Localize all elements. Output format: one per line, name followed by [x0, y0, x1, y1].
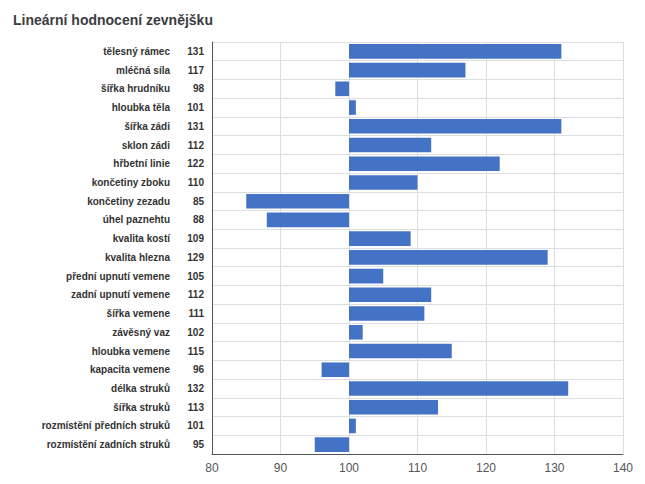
svg-text:129: 129 — [187, 252, 204, 263]
svg-text:88: 88 — [193, 214, 205, 225]
svg-text:120: 120 — [476, 461, 496, 475]
svg-text:délka struků: délka struků — [111, 383, 170, 394]
svg-text:hloubka vemene: hloubka vemene — [92, 346, 171, 357]
svg-text:rozmístění zadních struků: rozmístění zadních struků — [47, 439, 170, 450]
svg-text:šířka hrudníku: šířka hrudníku — [101, 83, 170, 94]
svg-text:hřbetní linie: hřbetní linie — [113, 158, 170, 169]
svg-text:117: 117 — [188, 65, 205, 76]
svg-text:132: 132 — [187, 383, 204, 394]
svg-text:140: 140 — [613, 461, 633, 475]
svg-text:kapacita vemene: kapacita vemene — [90, 364, 170, 375]
svg-text:95: 95 — [193, 439, 205, 450]
svg-text:šířka zádi: šířka zádi — [124, 121, 170, 132]
svg-text:mléčná síla: mléčná síla — [116, 65, 170, 76]
svg-text:111: 111 — [188, 308, 204, 319]
svg-text:112: 112 — [188, 289, 205, 300]
svg-text:přední upnutí vemene: přední upnutí vemene — [66, 271, 170, 282]
svg-text:112: 112 — [188, 140, 205, 151]
svg-text:80: 80 — [205, 461, 219, 475]
svg-text:131: 131 — [187, 121, 204, 132]
svg-text:rozmístění předních struků: rozmístění předních struků — [42, 420, 170, 431]
svg-text:zadní upnutí vemene: zadní upnutí vemene — [71, 289, 170, 300]
svg-text:závěsný vaz: závěsný vaz — [112, 327, 170, 338]
svg-text:končetiny zboku: končetiny zboku — [92, 177, 170, 188]
svg-text:100: 100 — [339, 461, 359, 475]
svg-text:109: 109 — [187, 233, 204, 244]
svg-text:úhel paznehtu: úhel paznehtu — [103, 214, 170, 225]
svg-text:šířka struků: šířka struků — [113, 402, 170, 413]
svg-text:113: 113 — [188, 402, 205, 413]
svg-text:105: 105 — [187, 271, 204, 282]
svg-text:končetiny zezadu: končetiny zezadu — [87, 196, 170, 207]
svg-text:131: 131 — [187, 46, 204, 57]
svg-text:96: 96 — [193, 364, 205, 375]
svg-text:102: 102 — [187, 327, 204, 338]
svg-text:101: 101 — [187, 420, 204, 431]
svg-text:122: 122 — [187, 158, 204, 169]
svg-text:kvalita kostí: kvalita kostí — [113, 233, 171, 244]
svg-text:110: 110 — [188, 177, 205, 188]
svg-text:tělesný rámec: tělesný rámec — [103, 46, 170, 57]
svg-text:Lineární hodnocení zevnějšku: Lineární hodnocení zevnějšku — [13, 12, 213, 28]
svg-text:90: 90 — [274, 461, 288, 475]
svg-text:130: 130 — [544, 461, 564, 475]
svg-text:sklon zádi: sklon zádi — [122, 140, 171, 151]
svg-text:101: 101 — [187, 102, 204, 113]
svg-text:85: 85 — [193, 196, 205, 207]
svg-text:šířka vemene: šířka vemene — [107, 308, 171, 319]
svg-text:110: 110 — [408, 461, 427, 475]
svg-text:hloubka těla: hloubka těla — [112, 102, 171, 113]
svg-text:98: 98 — [193, 83, 205, 94]
svg-text:kvalita hlezna: kvalita hlezna — [105, 252, 170, 263]
svg-text:115: 115 — [188, 346, 205, 357]
